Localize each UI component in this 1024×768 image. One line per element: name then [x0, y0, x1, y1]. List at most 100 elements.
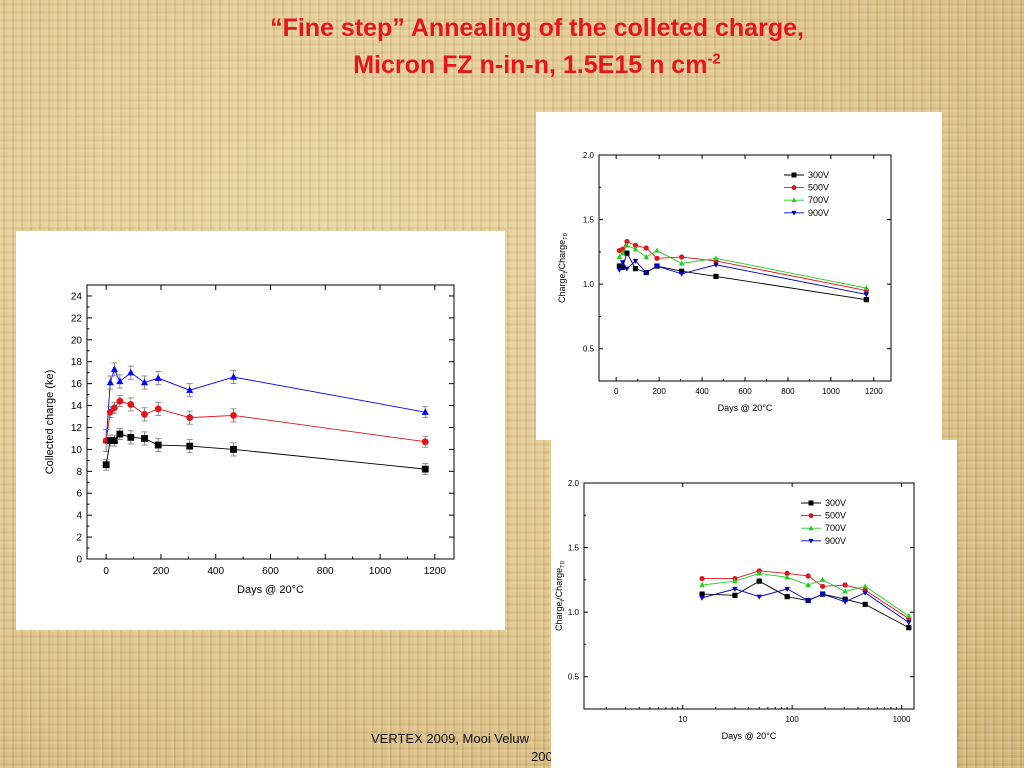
- legend-label-700v: 700V: [825, 523, 846, 533]
- data-point-300v: [842, 596, 848, 602]
- y-tick-label: 1.0: [583, 280, 595, 289]
- legend-marker-700v: [791, 197, 797, 203]
- y-tick-label: 10: [71, 445, 83, 456]
- y-tick-label: 8: [76, 467, 82, 478]
- plot-frame: [86, 284, 455, 560]
- data-point-900v: [643, 270, 649, 276]
- data-point-300v: [784, 594, 790, 600]
- series-500v: [699, 568, 912, 622]
- data-point-700v: [713, 255, 719, 261]
- data-point-500v: [820, 583, 826, 589]
- data-point-300v: [862, 601, 868, 607]
- slide-title: “Fine step” Annealing of the colleted ch…: [0, 10, 1024, 84]
- data-point-series-2: [421, 465, 429, 473]
- footer-line-1: VERTEX 2009, Mooi Veluw: [371, 731, 530, 746]
- legend-label-900v: 900V: [808, 208, 829, 218]
- data-point-900v: [756, 594, 762, 600]
- chart-panel-normalized-log: 0.5 1.0 1.5 2.0 10 100 1000 Days @ 20°C Charget/…: [551, 440, 957, 768]
- x-tick-label: 600: [262, 566, 279, 577]
- data-point-series-0: [106, 378, 114, 386]
- data-point-700v: [819, 576, 826, 582]
- data-point-300v: [863, 297, 869, 303]
- data-point-series-1: [154, 405, 162, 413]
- data-point-700v: [699, 582, 705, 588]
- title-superscript: -2: [707, 50, 721, 68]
- y-tick-label: 12: [71, 423, 83, 434]
- legend-label-700v: 700V: [808, 195, 829, 205]
- data-point-700v: [632, 246, 639, 252]
- data-point-series-1: [116, 397, 124, 405]
- plot-frame: [583, 482, 915, 710]
- y-axis-label-part: T0: [563, 232, 569, 240]
- y-axis-label-part: t: [563, 271, 569, 273]
- y-tick-label: 1.0: [568, 608, 580, 617]
- data-point-700v: [805, 582, 811, 588]
- series-line-series-1: [105, 400, 426, 443]
- chart-normalized-log: 0.5 1.0 1.5 2.0 10 100 1000 Days @ 20°C Charget/…: [554, 479, 915, 741]
- data-point-500v: [805, 573, 811, 579]
- data-point-500v: [624, 238, 630, 245]
- data-point-900v: [906, 620, 912, 626]
- data-point-series-1: [127, 401, 135, 408]
- y-tick-label: 2.0: [583, 151, 595, 160]
- data-point-900v: [819, 591, 826, 598]
- data-point-700v: [863, 285, 870, 291]
- data-point-900v: [616, 267, 623, 273]
- x-tick-label: 100: [785, 715, 799, 724]
- data-point-900v: [713, 262, 719, 268]
- data-point-900v: [842, 599, 848, 605]
- legend-marker-700v: [808, 525, 814, 531]
- series-700v: [699, 570, 912, 619]
- x-tick-label: 0: [614, 387, 619, 396]
- data-point-900v: [654, 263, 660, 270]
- data-point-series-2: [154, 441, 162, 449]
- data-point-300v: [756, 578, 762, 584]
- y-axis-label-part: /Charge: [557, 240, 567, 272]
- y-tick-label: 24: [71, 291, 83, 302]
- data-point-700v: [643, 254, 649, 260]
- data-point-500v: [643, 245, 649, 251]
- series-900v: [699, 586, 912, 626]
- data-point-300v: [632, 266, 639, 272]
- series-700v: [616, 242, 870, 291]
- x-tick-label: 200: [652, 387, 666, 396]
- x-tick-label: 400: [207, 566, 224, 577]
- data-point-series-0: [140, 378, 149, 386]
- x-tick-label: 1000: [369, 566, 392, 577]
- data-point-700v: [678, 260, 685, 266]
- x-tick-label: 800: [317, 566, 334, 577]
- y-axis-label-part: /Charge: [554, 568, 564, 600]
- legend-marker-300v: [808, 500, 814, 506]
- series-series-1: [102, 395, 429, 452]
- data-point-series-1: [186, 414, 194, 422]
- data-point-900v: [863, 292, 870, 298]
- data-point-700v: [732, 578, 738, 584]
- x-axis-label: Days @ 20°C: [237, 584, 304, 596]
- data-point-900v: [632, 258, 639, 264]
- y-tick-label: 14: [71, 401, 83, 412]
- legend-marker-900v: [808, 538, 814, 544]
- data-point-300v: [906, 625, 912, 631]
- data-point-series-1: [141, 410, 148, 418]
- data-point-700v: [756, 570, 762, 576]
- y-axis-label-part: T0: [560, 560, 566, 568]
- y-axis-label: Charget/ChargeT0: [554, 560, 566, 631]
- series-900v: [616, 258, 870, 298]
- data-point-series-0: [421, 408, 429, 415]
- x-axis-label: Days @ 20°C: [718, 403, 773, 413]
- series-line-series-2: [105, 433, 426, 470]
- series-line-series-0: [105, 368, 426, 441]
- series-series-0: [102, 362, 429, 452]
- data-point-500v: [632, 242, 639, 248]
- x-tick-label: 800: [781, 387, 795, 396]
- y-axis-label-part: t: [560, 599, 566, 601]
- legend-label-500v: 500V: [808, 183, 829, 193]
- legend-marker-300v: [791, 172, 797, 178]
- y-tick-label: 0: [76, 555, 82, 566]
- data-point-900v: [619, 260, 626, 266]
- x-tick-label: 400: [695, 387, 709, 396]
- y-tick-label: 0.5: [583, 345, 595, 354]
- data-point-700v: [842, 588, 848, 594]
- data-point-series-0: [116, 377, 124, 385]
